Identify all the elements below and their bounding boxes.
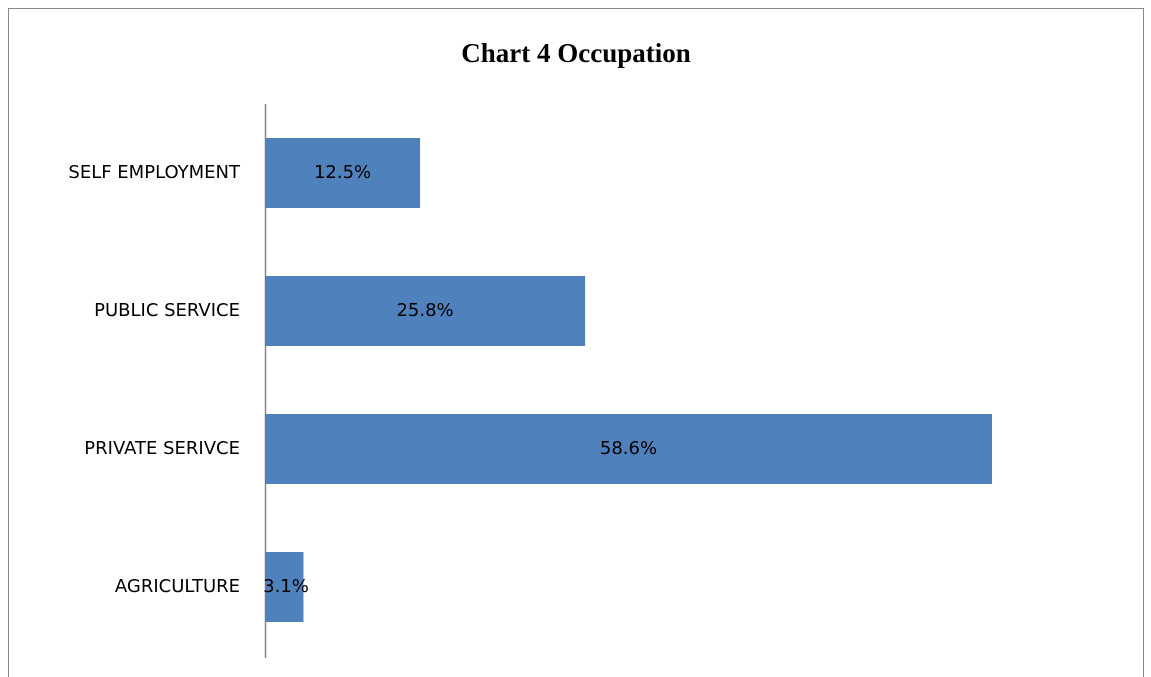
data-label: 12.5% [314, 162, 371, 183]
bar [265, 552, 304, 622]
bar [265, 276, 586, 346]
y-tick-label: PRIVATE SERIVCE [84, 438, 240, 459]
y-tick-label: PUBLIC SERVICE [94, 300, 240, 321]
data-label: 25.8% [396, 300, 453, 321]
data-label: 3.1% [263, 576, 309, 597]
chart-title: Chart 4 Occupation [461, 38, 691, 68]
data-label: 58.6% [600, 438, 657, 459]
y-tick-label: SELF EMPLOYMENT [68, 162, 241, 183]
chart-frame [8, 8, 1144, 677]
bar [265, 138, 421, 208]
bar [265, 414, 992, 484]
y-tick-label: AGRICULTURE [115, 576, 240, 597]
